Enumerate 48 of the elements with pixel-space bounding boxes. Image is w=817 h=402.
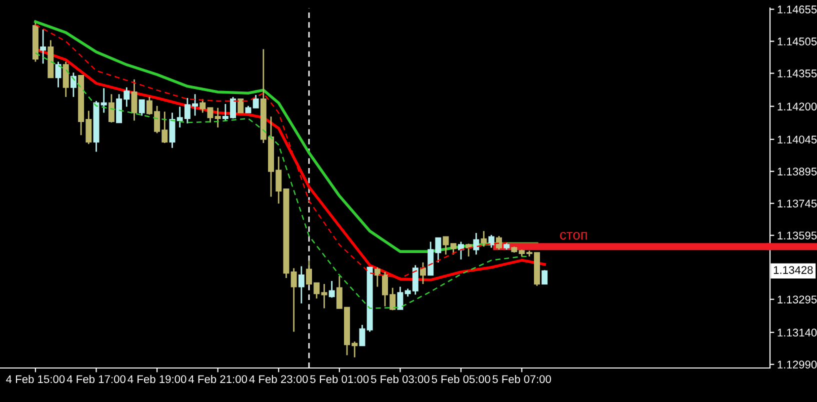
candlestick — [328, 280, 335, 298]
candlestick — [496, 235, 502, 250]
candlestick — [466, 242, 472, 258]
y-tick-label: 1.13595 — [778, 232, 817, 240]
text: 1.13428 — [774, 266, 813, 274]
x-tick-label: 5 Feb 05:00 — [432, 374, 490, 384]
y-tick-label: 1.14355 — [778, 70, 817, 78]
x-tick-label: 4 Feb 17:00 — [66, 374, 126, 384]
x-tick-label: 4 Feb 19:00 — [128, 374, 186, 384]
y-tick-label: 1.13895 — [778, 168, 817, 176]
candlestick — [480, 230, 487, 248]
candlestick — [290, 267, 297, 332]
candlestick — [70, 72, 76, 98]
candlestick — [108, 93, 114, 124]
candlestick — [62, 61, 69, 98]
ref-line-label: стоп — [560, 232, 587, 240]
x-tick-label: 4 Feb 21:00 — [188, 374, 248, 384]
candlestick — [397, 286, 404, 310]
x-tick-label: 5 Feb 01:00 — [310, 374, 369, 384]
candlestick — [100, 87, 107, 114]
y-tick-label: 1.13745 — [778, 200, 817, 208]
y-tick-label: 1.14505 — [778, 38, 817, 46]
candlestick — [238, 98, 244, 114]
candlestick — [131, 78, 138, 122]
y-tick-label: 1.13140 — [778, 328, 817, 337]
y-tick-label: 1.13295 — [778, 296, 817, 304]
candlestick — [214, 107, 221, 128]
y-tick-label: 1.14655 — [778, 6, 817, 14]
y-tick-label: 1.14200 — [778, 102, 817, 110]
x-tick-label: 5 Feb 03:00 — [370, 374, 430, 384]
x-tick-label: 4 Feb 23:00 — [249, 374, 308, 384]
candlestick — [473, 232, 480, 256]
candlestick — [252, 94, 259, 109]
candlestick — [488, 234, 494, 248]
x-tick-label: 4 Feb 15:00 — [6, 374, 65, 384]
candlestick — [374, 266, 380, 288]
candlestick — [458, 241, 464, 260]
candlestick — [420, 262, 426, 285]
x-tick-label: 5 Feb 07:00 — [492, 374, 551, 384]
candlestick — [359, 324, 366, 346]
y-tick-label: 1.14045 — [778, 136, 817, 144]
candlestick — [55, 61, 62, 88]
candlestick — [298, 266, 304, 304]
y-tick-label: 1.12990 — [778, 360, 817, 369]
candlestick — [40, 28, 46, 64]
candlestick — [169, 112, 176, 149]
candlestick — [542, 269, 548, 285]
candlestick — [138, 99, 145, 116]
